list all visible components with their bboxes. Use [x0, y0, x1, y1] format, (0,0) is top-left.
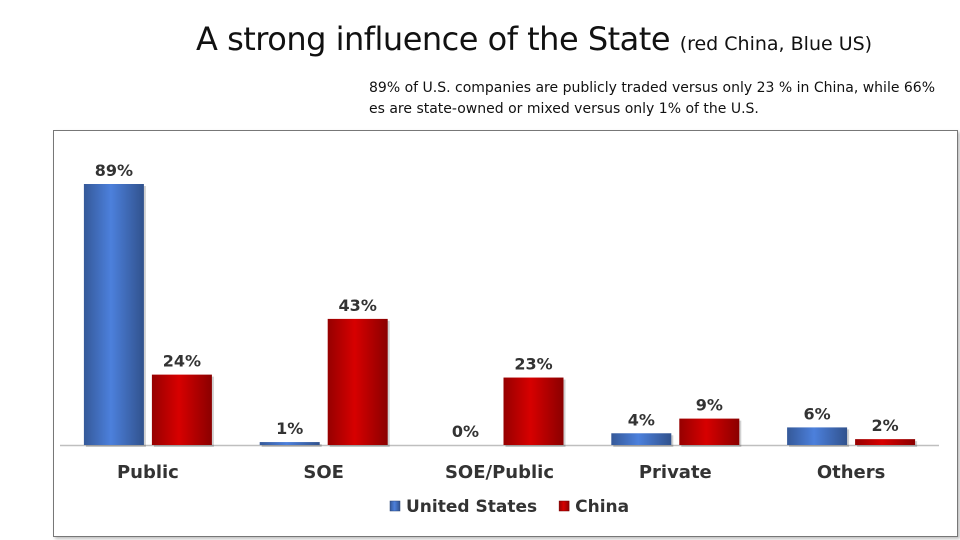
bar-united-states-public: [83, 184, 144, 445]
chart-frame: 89% 24% Public 1% 43% SOE 0% 23% SOE/Public 4% 9% P…: [53, 130, 958, 537]
legend-label: China: [575, 497, 629, 517]
slide-title: A strong influence of the State (red Chi…: [196, 20, 872, 58]
data-label: 9%: [696, 396, 723, 415]
category-label: SOE/Public: [445, 462, 554, 483]
data-label: 23%: [514, 355, 552, 374]
data-label: 2%: [872, 416, 899, 435]
bar-china-private: [679, 418, 740, 445]
category-label: Others: [817, 462, 886, 483]
data-label: 89%: [95, 161, 133, 180]
data-label: 1%: [276, 419, 303, 438]
title-suffix: (red China, Blue US): [679, 33, 873, 55]
bar-united-states-others: [787, 427, 848, 445]
bar-united-states-private: [611, 433, 672, 445]
caption-line-1: 89% of U.S. companies are publicly trade…: [369, 80, 936, 96]
category-label: Private: [639, 462, 712, 483]
legend-swatch-china: [558, 500, 570, 512]
slide-caption: 89% of U.S. companies are publicly trade…: [369, 78, 954, 120]
legend-swatch-united-states: [389, 500, 401, 512]
bar-china-soe: [327, 318, 388, 445]
bar-china-soe-public: [503, 377, 564, 445]
caption-line-2: es are state-owned or mixed versus only …: [369, 101, 759, 117]
data-label: 4%: [628, 410, 655, 429]
data-label: 43%: [339, 296, 377, 315]
category-label: Public: [117, 462, 179, 483]
legend-label: United States: [406, 497, 537, 517]
data-label: 6%: [804, 404, 831, 423]
bar-united-states-soe: [259, 442, 320, 445]
category-label: SOE: [303, 462, 344, 483]
data-label: 0%: [452, 422, 479, 441]
data-label: 24%: [163, 352, 201, 371]
title-main: A strong influence of the State: [196, 20, 671, 58]
bar-china-others: [855, 439, 916, 445]
bar-shadow: [261, 444, 322, 447]
bar-china-public: [151, 374, 212, 445]
bar-chart: 89% 24% Public 1% 43% SOE 0% 23% SOE/Public 4% 9% P…: [60, 161, 939, 517]
